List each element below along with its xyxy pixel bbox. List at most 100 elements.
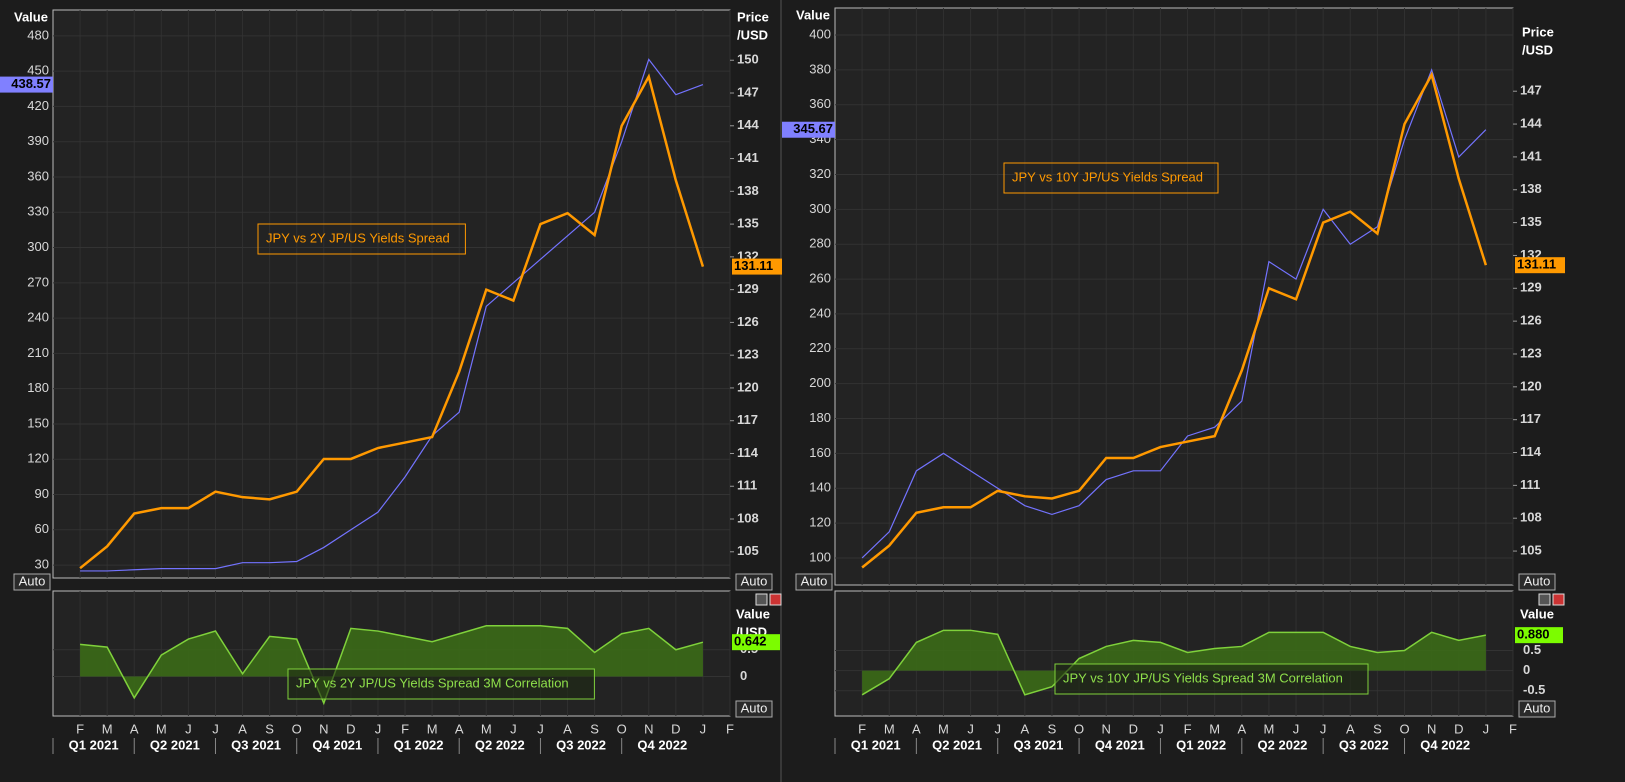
y-tick-label: 240 — [27, 310, 49, 325]
value-badge — [1515, 257, 1565, 274]
x-tick-label: D — [671, 721, 680, 736]
x-tick-label: D — [1454, 721, 1463, 736]
y2-axis-title: /USD — [1522, 42, 1553, 57]
y-tick-label: 60 — [35, 521, 49, 536]
y2-tick-label: 123 — [1520, 345, 1542, 360]
window-button[interactable] — [1552, 593, 1565, 606]
y-tick-label: 280 — [809, 236, 831, 251]
y-tick-label: 390 — [27, 133, 49, 148]
auto-button[interactable] — [735, 700, 773, 718]
y2-axis-title: Price — [1522, 24, 1554, 39]
x-tick-label: F — [1509, 721, 1517, 736]
value-badge — [782, 121, 835, 138]
x-tick-label: O — [1074, 721, 1084, 736]
x-tick-label: A — [455, 721, 464, 736]
x-tick-label: M — [481, 721, 492, 736]
x-tick-label: A — [238, 721, 247, 736]
y-axis-title: Value — [736, 606, 770, 621]
y-tick-label: 330 — [27, 204, 49, 219]
auto-button-label[interactable]: Auto — [741, 573, 768, 588]
quarter-label: Q2 2022 — [1258, 737, 1308, 752]
window-button[interactable] — [1538, 593, 1551, 606]
annotation: JPY vs 10Y JP/US Yields Spread — [1012, 169, 1203, 184]
value-badge — [1515, 627, 1563, 644]
y2-tick-label: 108 — [737, 510, 759, 525]
auto-button-label[interactable]: Auto — [1524, 573, 1551, 588]
y2-tick-label: 114 — [737, 445, 759, 460]
y-tick-label: -0.5 — [1523, 682, 1545, 697]
annotation-box — [257, 223, 466, 255]
y-tick-label: 150 — [27, 415, 49, 430]
auto-button[interactable] — [1518, 573, 1556, 591]
quarter-label: Q4 2022 — [1420, 737, 1470, 752]
auto-button-label[interactable]: Auto — [741, 700, 768, 715]
x-tick-label: M — [1263, 721, 1274, 736]
y2-tick-label: 129 — [1520, 280, 1542, 295]
y2-tick-label: 105 — [1520, 542, 1542, 557]
auto-button[interactable] — [13, 573, 51, 591]
x-tick-label: M — [156, 721, 167, 736]
series-line — [79, 73, 705, 570]
y-tick-label: 270 — [27, 274, 49, 289]
auto-button-label[interactable]: Auto — [1524, 700, 1551, 715]
quarter-label: Q4 2021 — [1095, 737, 1145, 752]
y-tick-label: 360 — [809, 96, 831, 111]
value-badge — [732, 258, 782, 275]
y2-tick-label: 117 — [737, 412, 758, 427]
quarter-label: Q4 2022 — [637, 737, 687, 752]
auto-button-label[interactable]: Auto — [19, 573, 46, 588]
quarter-label: Q3 2021 — [1013, 737, 1063, 752]
x-tick-label: D — [346, 721, 355, 736]
y-tick-label: 30 — [35, 557, 49, 572]
y-tick-label: 200 — [809, 375, 831, 390]
y-tick-label: 360 — [27, 168, 49, 183]
annotation-box — [287, 668, 595, 700]
y2-tick-label: 120 — [1520, 378, 1542, 393]
x-tick-label: N — [644, 721, 653, 736]
y2-tick-label: 120 — [737, 379, 759, 394]
quarter-label: Q1 2022 — [1176, 737, 1226, 752]
y2-tick-label: 141 — [737, 150, 759, 165]
y-tick-label: 380 — [809, 61, 831, 76]
x-tick-label: S — [265, 721, 274, 736]
plot-area — [52, 9, 731, 579]
window-button[interactable] — [769, 593, 782, 606]
window-button[interactable] — [755, 593, 768, 606]
y-tick-label: 100 — [809, 549, 831, 564]
auto-button[interactable] — [1518, 700, 1556, 718]
y-tick-label: 180 — [27, 380, 49, 395]
y2-axis-title: Price — [737, 9, 769, 24]
auto-button-label[interactable]: Auto — [801, 573, 828, 588]
x-tick-label: J — [1483, 721, 1490, 736]
x-tick-label: F — [858, 721, 866, 736]
y2-axis-title: /USD — [737, 27, 768, 42]
y2-tick-label: 111 — [737, 478, 757, 493]
x-tick-label: M — [1209, 721, 1220, 736]
y-tick-label: 400 — [809, 26, 831, 41]
y-tick-label: 300 — [27, 239, 49, 254]
y-tick-label: 120 — [27, 451, 49, 466]
auto-button[interactable] — [795, 573, 833, 591]
y2-tick-label: 144 — [737, 117, 759, 132]
annotation-box — [1054, 663, 1369, 695]
annotation: JPY vs 10Y JP/US Yields Spread 3M Correl… — [1063, 670, 1343, 685]
x-tick-label: O — [617, 721, 627, 736]
y-tick-label: 0.5 — [1523, 642, 1541, 657]
y2-tick-label: 141 — [1520, 148, 1542, 163]
y2-tick-label: 114 — [1520, 444, 1542, 459]
x-tick-label: M — [938, 721, 949, 736]
auto-button[interactable] — [735, 573, 773, 591]
x-tick-label: J — [537, 721, 544, 736]
x-tick-label: A — [130, 721, 139, 736]
quarter-label: Q1 2021 — [851, 737, 901, 752]
value-badge — [732, 634, 780, 651]
plot-area — [834, 7, 1514, 586]
y-tick-label: 420 — [27, 98, 49, 113]
x-tick-label: A — [563, 721, 572, 736]
y-axis-title: Value — [796, 7, 830, 22]
x-tick-label: J — [700, 721, 707, 736]
value-badge — [0, 76, 53, 93]
x-tick-label: J — [212, 721, 219, 736]
value-badge-label: 438.57 — [11, 76, 51, 91]
